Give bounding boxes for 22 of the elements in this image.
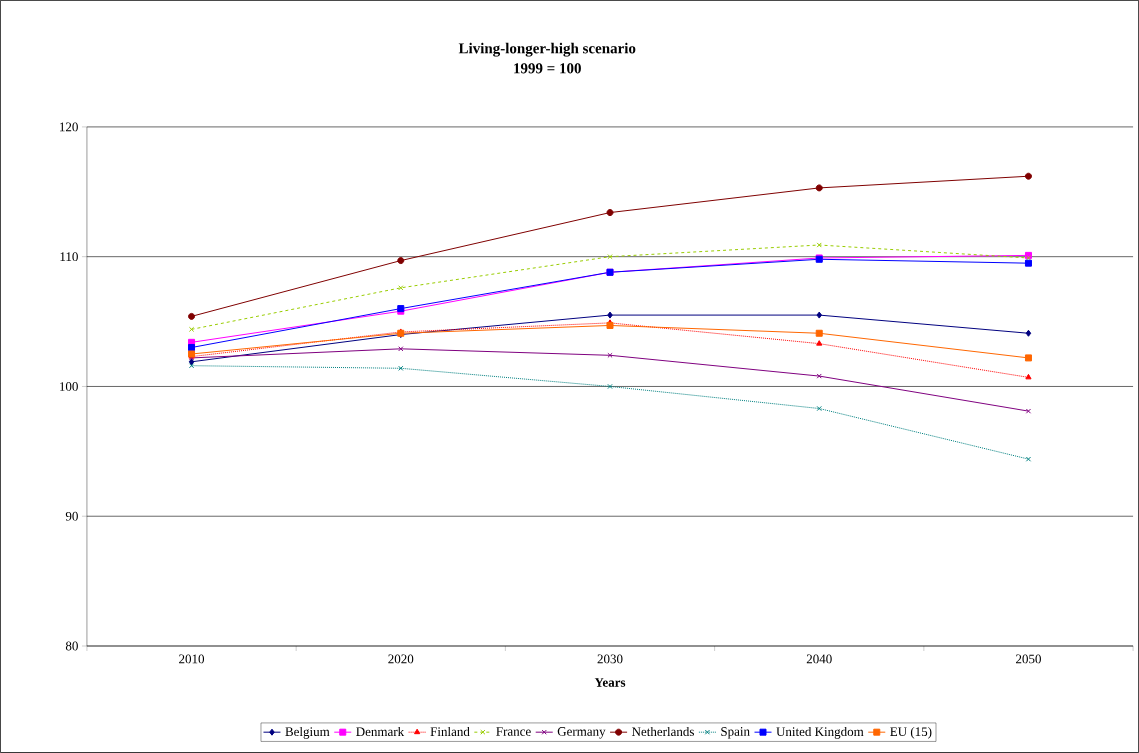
legend-label: Belgium bbox=[285, 726, 330, 739]
y-tick-label: 110 bbox=[60, 252, 78, 262]
legend-label: Finland bbox=[430, 726, 470, 737]
y-tick-label: 120 bbox=[60, 122, 78, 132]
legend-label: United Kingdom bbox=[776, 726, 864, 739]
chart-subtitle: 1999 = 100 bbox=[514, 63, 581, 74]
y-tick-label: 90 bbox=[65, 511, 78, 521]
legend-label: EU (15) bbox=[890, 726, 932, 739]
chart-title: Living-longer-high scenario bbox=[458, 42, 636, 57]
legend-label: Denmark bbox=[356, 726, 405, 737]
y-tick-label: 100 bbox=[60, 382, 78, 391]
legend-label: Spain bbox=[721, 727, 750, 739]
x-axis-title: Years bbox=[594, 678, 626, 687]
legend-label: France bbox=[496, 727, 531, 736]
legend-label: Netherlands bbox=[631, 726, 694, 737]
legend-label: Germany bbox=[557, 727, 606, 739]
x-tick-label: 2010 bbox=[179, 654, 205, 664]
x-tick-label: 2020 bbox=[388, 654, 414, 664]
x-tick-label: 2040 bbox=[806, 654, 832, 664]
y-tick-label: 80 bbox=[65, 641, 78, 651]
x-tick-label: 2030 bbox=[597, 654, 623, 664]
x-tick-label: 2050 bbox=[1016, 654, 1041, 664]
